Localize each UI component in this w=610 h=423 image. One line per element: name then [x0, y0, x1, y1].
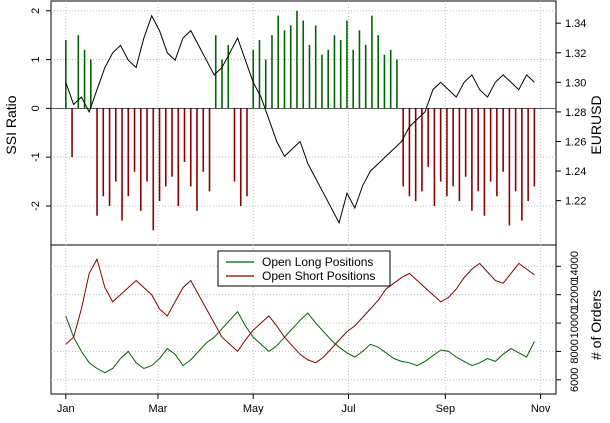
y-right-tick-label: 1.34: [565, 18, 586, 30]
y-axis-label-right-bottom: # of Orders: [588, 290, 604, 360]
ssi-ratio-bars: [51, 10, 556, 231]
axes-group: Jan Mar May Jul Sep Nov -2 -1 0 1 2 1.22 1.24 1.26 1.2…: [30, 8, 586, 415]
open-short-positions-line: [65, 257, 535, 364]
legend: Open Long Positions Open Short Positions: [217, 250, 391, 287]
y-axis-label-right: EURUSD: [588, 95, 604, 154]
y-right-tick-label: 1.30: [565, 77, 586, 89]
y-right-tick-label: 1.32: [565, 48, 586, 60]
bottom-panel-frame: [50, 244, 557, 395]
x-tick-label: Mar: [148, 403, 167, 415]
x-tick-label: May: [243, 403, 264, 415]
x-tick-label: Nov: [531, 403, 551, 415]
x-tick-label: Jan: [57, 403, 75, 415]
y-right-tick-label: 1.22: [565, 196, 586, 208]
y-left-tick-label: 1: [30, 56, 42, 62]
y-left-tick-label: 2: [30, 8, 42, 14]
orders-lines-group: [65, 257, 535, 374]
legend-box: [217, 250, 391, 287]
legend-long-label: Open Long Positions: [262, 255, 373, 269]
legend-short-label: Open Short Positions: [262, 269, 375, 283]
y-left-tick-label: 0: [30, 105, 42, 111]
y-right-tick-label: 1.28: [565, 107, 586, 119]
eurusd-line-group: [65, 14, 535, 225]
y-right-tick-label: 1.26: [565, 136, 586, 148]
x-tick-label: Sep: [436, 403, 456, 415]
y-orders-tick-label: 12000: [569, 279, 581, 310]
y-left-tick-label: -1: [30, 152, 42, 162]
y-right-tick-label: 1.24: [565, 166, 586, 178]
y-axis-label-left: SSI Ratio: [3, 95, 19, 154]
eurusd-line: [65, 14, 535, 225]
y-orders-tick-label: 6000: [569, 368, 581, 392]
open-long-positions-line: [65, 310, 535, 374]
y-orders-tick-label: 8000: [569, 339, 581, 363]
x-tick-label: Jul: [341, 403, 355, 415]
y-orders-tick-label: 10000: [569, 308, 581, 339]
y-orders-tick-label: 14000: [569, 251, 581, 282]
y-left-tick-label: -2: [30, 201, 42, 211]
